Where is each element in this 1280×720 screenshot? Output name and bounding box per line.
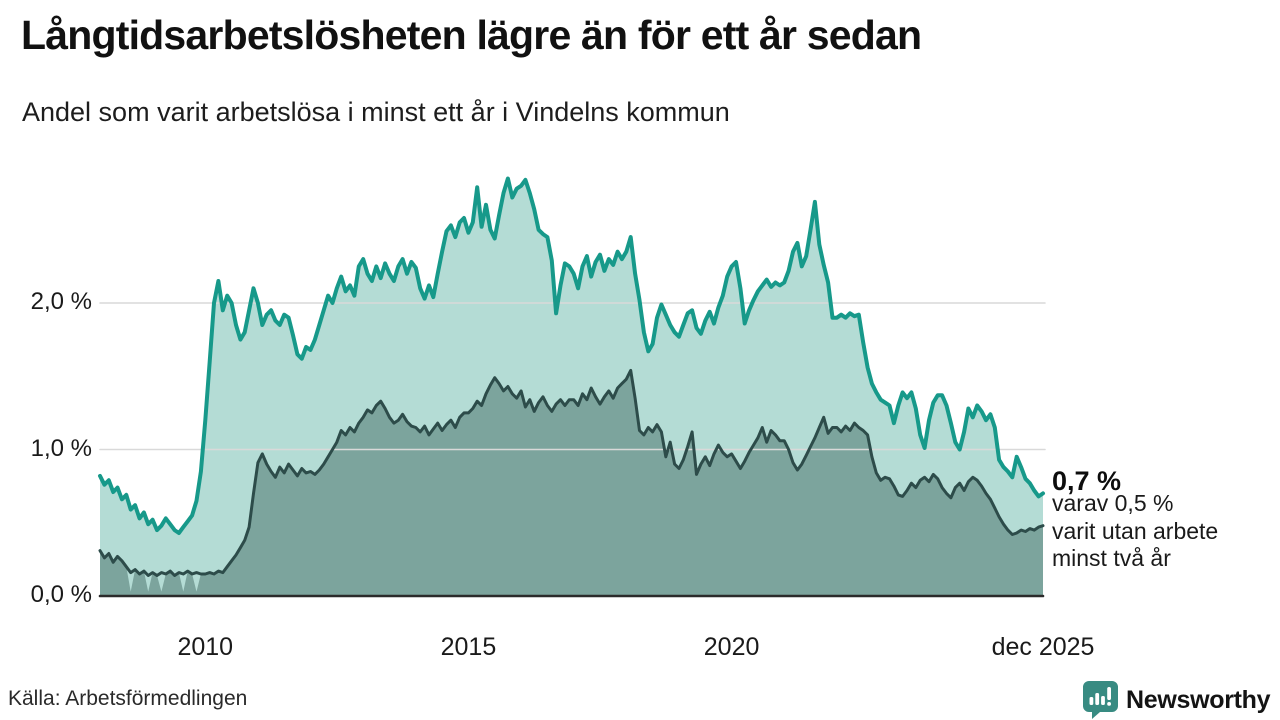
y-axis-tick-0: 0,0 % <box>30 581 92 608</box>
x-axis-tick-dec-2025: dec 2025 <box>991 633 1095 661</box>
annotation-value: 0,7 % <box>1052 466 1122 496</box>
end-value-annotation: 0,7 % varav 0,5 % varit utan arbete mins… <box>1052 468 1272 573</box>
newsworthy-logo-icon <box>1083 681 1118 719</box>
newsworthy-logo-text: Newsworthy <box>1126 685 1271 714</box>
newsworthy-logo: Newsworthy <box>1083 681 1271 719</box>
annotation-detail: varav 0,5 % varit utan arbete minst två … <box>1052 490 1219 571</box>
y-axis-tick-2: 2,0 % <box>30 288 92 315</box>
x-axis-tick-2020: 2020 <box>703 633 760 661</box>
page-subtitle: Andel som varit arbetslösa i minst ett å… <box>22 97 730 127</box>
source-credit: Källa: Arbetsförmedlingen <box>8 687 248 710</box>
page-title: Långtidsarbetslösheten lägre än för ett … <box>21 12 922 58</box>
x-axis-tick-2015: 2015 <box>440 633 497 661</box>
y-axis-tick-1: 1,0 % <box>30 434 92 462</box>
x-axis-tick-2010: 2010 <box>177 633 234 661</box>
